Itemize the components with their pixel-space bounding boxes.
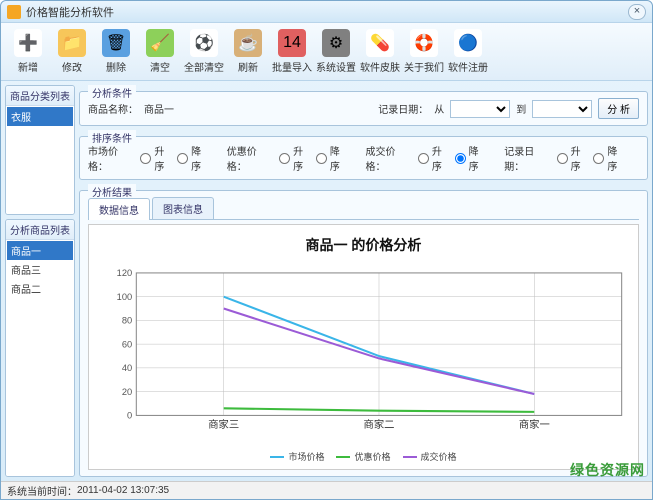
toolbar-icon: 🗑 [102, 29, 130, 57]
sort-label: 优惠价格： [227, 143, 276, 173]
legend-swatch [270, 456, 284, 458]
list-item[interactable]: 商品三 [7, 260, 73, 279]
toolbar-2[interactable]: 🗑 删除 [95, 27, 137, 78]
sort-label: 市场价格： [88, 143, 137, 173]
toolbar-8[interactable]: 💊 软件皮肤 [359, 27, 401, 78]
sort-discount-desc[interactable] [316, 153, 327, 164]
chart-legend: 市场价格 优惠价格 成交价格 [95, 450, 632, 463]
toolbar-icon: ➕ [14, 29, 42, 57]
toolbar-9[interactable]: 🛟 关于我们 [403, 27, 445, 78]
toolbar-icon: ⚙ [322, 29, 350, 57]
legend-swatch [403, 456, 417, 458]
toolbar-label: 新增 [18, 59, 38, 74]
to-label: 到 [516, 101, 526, 116]
date-to-select[interactable] [532, 100, 592, 118]
toolbar-label: 批量导入 [272, 59, 312, 74]
toolbar-icon: ☕ [234, 29, 262, 57]
toolbar-6[interactable]: 14 批量导入 [271, 27, 313, 78]
sort-market-asc[interactable] [140, 153, 151, 164]
tab[interactable]: 数据信息 [88, 198, 150, 220]
titlebar: 价格智能分析软件 × [1, 1, 652, 23]
chart-title: 商品一 的价格分析 [95, 235, 632, 255]
toolbar-label: 软件注册 [448, 59, 488, 74]
toolbar-label: 刷新 [238, 59, 258, 74]
category-list: 衣服 [6, 106, 74, 214]
toolbar-label: 清空 [150, 59, 170, 74]
svg-text:60: 60 [122, 339, 132, 349]
list-item[interactable]: 衣服 [7, 107, 73, 126]
filter-group: 分析条件 商品名称： 商品一 记录日期： 从 到 分 析 [79, 91, 648, 126]
from-label: 从 [434, 101, 444, 116]
sort-market-desc[interactable] [177, 153, 188, 164]
toolbar: ➕ 新增 📁 修改 🗑 删除 🧹 清空 ⚽ 全部清空 ☕ 刷新 14 批量导入 ⚙ 系统设置 💊 软件皮肤 🛟 关于我… [1, 23, 652, 81]
status-label: 系统当前时间： [7, 483, 77, 498]
window-title: 价格智能分析软件 [26, 4, 628, 20]
toolbar-icon: 🔵 [454, 29, 482, 57]
toolbar-1[interactable]: 📁 修改 [51, 27, 93, 78]
close-button[interactable]: × [628, 4, 646, 20]
svg-text:商家三: 商家三 [208, 418, 239, 431]
toolbar-label: 系统设置 [316, 59, 356, 74]
sort-deal-asc[interactable] [418, 153, 429, 164]
legend-label: 成交价格 [421, 450, 457, 463]
toolbar-label: 关于我们 [404, 59, 444, 74]
svg-text:20: 20 [122, 387, 132, 397]
chart-container: 商品一 的价格分析 0 20 40 60 80 100 120 商家三 商家二 商家一 市场价格 优… [88, 224, 639, 470]
toolbar-label: 软件皮肤 [360, 59, 400, 74]
sort-label: 记录日期： [504, 143, 553, 173]
toolbar-icon: 14 [278, 29, 306, 57]
tab[interactable]: 图表信息 [152, 197, 214, 219]
product-list: 商品一商品三商品二 [6, 240, 74, 476]
result-group-title: 分析结果 [88, 184, 136, 199]
legend-label: 优惠价格 [354, 450, 390, 463]
chart-svg: 0 20 40 60 80 100 120 商家三 商家二 商家一 [95, 261, 632, 448]
toolbar-label: 删除 [106, 59, 126, 74]
result-group: 分析结果 数据信息图表信息 商品一 的价格分析 020406080100120商… [79, 190, 648, 477]
list-item[interactable]: 商品二 [7, 279, 73, 298]
toolbar-icon: 📁 [58, 29, 86, 57]
status-time: 2011-04-02 13:07:35 [77, 485, 169, 496]
sort-label: 成交价格： [366, 143, 415, 173]
svg-text:商家一: 商家一 [519, 418, 550, 431]
category-panel-header: 商品分类列表 [6, 86, 74, 106]
date-label: 记录日期： [378, 101, 428, 116]
sort-date-asc[interactable] [557, 153, 568, 164]
list-item[interactable]: 商品一 [7, 241, 73, 260]
toolbar-label: 修改 [62, 59, 82, 74]
toolbar-5[interactable]: ☕ 刷新 [227, 27, 269, 78]
toolbar-4[interactable]: ⚽ 全部清空 [183, 27, 225, 78]
legend-label: 市场价格 [288, 450, 324, 463]
svg-text:100: 100 [117, 292, 133, 302]
product-panel-header: 分析商品列表 [6, 220, 74, 240]
legend-swatch [336, 456, 350, 458]
date-from-select[interactable] [450, 100, 510, 118]
app-icon [7, 5, 21, 19]
toolbar-icon: 🛟 [410, 29, 438, 57]
svg-text:40: 40 [122, 363, 132, 373]
toolbar-label: 全部清空 [184, 59, 224, 74]
svg-text:80: 80 [122, 316, 132, 326]
sort-date-desc[interactable] [593, 153, 604, 164]
toolbar-icon: 🧹 [146, 29, 174, 57]
name-value: 商品一 [144, 101, 174, 116]
svg-text:0: 0 [127, 411, 132, 421]
toolbar-icon: 💊 [366, 29, 394, 57]
filter-group-title: 分析条件 [88, 85, 136, 100]
toolbar-7[interactable]: ⚙ 系统设置 [315, 27, 357, 78]
status-bar: 系统当前时间： 2011-04-02 13:07:35 [1, 481, 652, 499]
name-label: 商品名称： [88, 101, 138, 116]
svg-text:商家二: 商家二 [364, 418, 395, 431]
toolbar-0[interactable]: ➕ 新增 [7, 27, 49, 78]
result-tabs: 数据信息图表信息 [88, 197, 639, 220]
toolbar-10[interactable]: 🔵 软件注册 [447, 27, 489, 78]
svg-text:120: 120 [117, 268, 133, 278]
analyze-button[interactable]: 分 析 [598, 98, 639, 119]
sort-discount-asc[interactable] [279, 153, 290, 164]
sort-deal-desc[interactable] [455, 153, 466, 164]
toolbar-3[interactable]: 🧹 清空 [139, 27, 181, 78]
sort-group: 排序条件 市场价格： 升序 降序优惠价格： 升序 降序成交价格： 升序 降序记录… [79, 136, 648, 180]
sort-group-title: 排序条件 [88, 130, 136, 145]
toolbar-icon: ⚽ [190, 29, 218, 57]
